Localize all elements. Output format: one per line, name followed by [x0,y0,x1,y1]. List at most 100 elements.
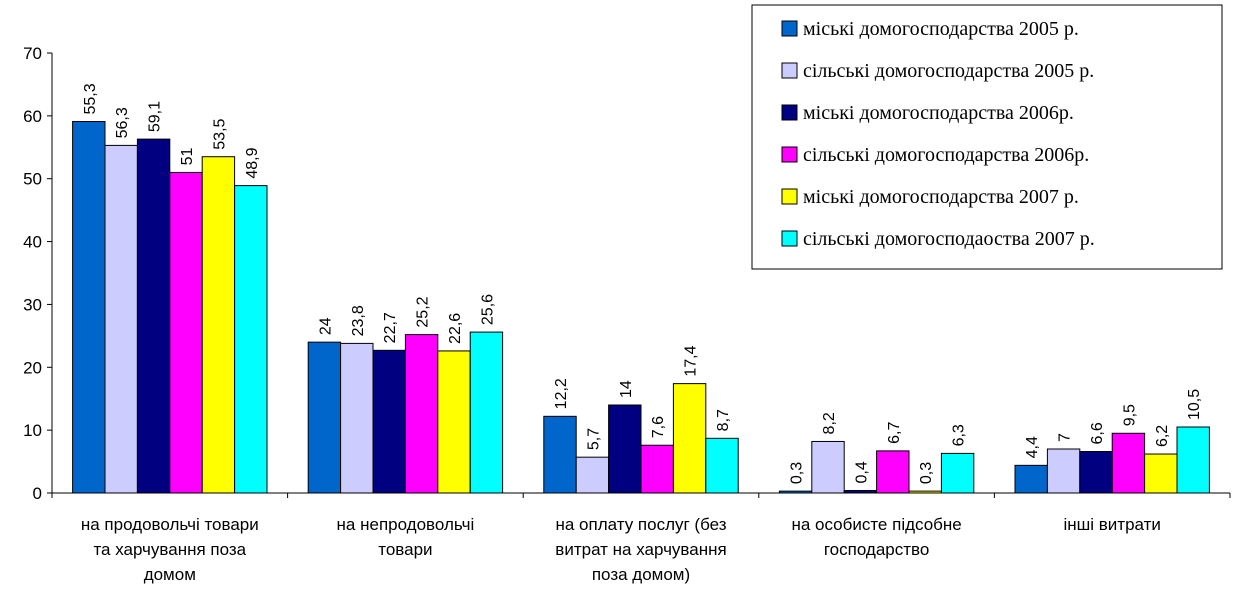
bar [404,334,439,494]
x-category-label: на непродовольчі товари [337,515,475,559]
bar [543,415,577,494]
x-category-label-line: на продовольчі товари [81,515,259,534]
y-tick-label: 40 [23,233,42,252]
x-category-label: на оплату послуг (без витрат на харчуванн… [555,515,726,584]
bar [672,383,707,494]
x-category-label-line: господарство [824,540,929,559]
bar [1046,448,1081,494]
legend-label: сільські домогосподарства 2005 р. [803,60,1094,82]
data-label: 9,5 [1121,404,1138,426]
legend-swatch [781,146,798,163]
bar [307,341,342,494]
bar [876,450,910,494]
legend-label: міські домогосподарства 2005 р. [803,18,1079,40]
data-label: 55,3 [82,83,99,114]
data-label: 53,5 [211,118,228,149]
y-tick-label: 10 [23,421,42,440]
data-label: 25,6 [479,294,496,325]
legend-box [751,4,1223,270]
bar [778,490,813,494]
x-axis: на продовольчі товари та харчування поза д… [51,492,1231,584]
x-category-label-line: домом [144,565,196,584]
x-category-label-line: поза домом) [592,565,690,584]
data-label: 56,3 [114,107,131,138]
x-category-label-line: інші витрати [1063,515,1160,534]
data-label: 12,2 [553,378,570,409]
bars [72,121,1210,494]
data-label: 22,7 [382,312,399,343]
bar [908,490,942,494]
bar [104,144,138,494]
y-tick-label: 50 [23,170,42,189]
legend-label: сільські домогосподарства 2006р. [803,144,1089,166]
bar [811,440,845,494]
y-tick-label: 70 [23,44,42,63]
data-label: 48,9 [244,147,261,178]
y-tick-label: 0 [33,484,42,503]
data-label: 7 [1057,433,1074,442]
bar [640,444,674,494]
bar [72,121,106,494]
data-label: 6,7 [886,422,903,444]
x-category-label-line: та харчування поза [93,540,246,559]
x-category-label-line: витрат на харчування [555,540,726,559]
data-label: 4,4 [1024,436,1041,458]
legend-swatch [781,20,798,37]
data-labels: 55,3 56,3 59,1 51 53,5 48,9 24 23,8 22,7 25,2 22,6… [82,83,1203,484]
bar [437,350,471,494]
y-tick-label: 20 [23,358,42,377]
legend: міські домогосподарства 2005 р. сільські … [751,4,1223,270]
y-tick-label: 30 [23,295,42,314]
legend-swatch [781,230,798,247]
data-label: 7,6 [650,416,667,438]
x-category-label-line: на особисте підсобне [791,515,961,534]
data-label: 17,4 [683,345,700,376]
x-category-label-line: товари [378,540,432,559]
bar [940,452,975,494]
data-label: 8,7 [715,409,732,431]
data-label: 6,2 [1154,425,1171,447]
bar [1079,451,1113,494]
bar [1014,464,1048,494]
x-category-label: інші витрати [1063,515,1160,534]
bar [705,437,739,494]
bar [469,331,504,494]
legend-label: міські домогосподарства 2006р. [803,102,1074,124]
data-label: 6,3 [951,424,968,446]
bar [1144,453,1178,494]
bar [234,185,268,494]
bar [608,404,642,494]
data-label: 10,5 [1186,389,1203,420]
data-label: 25,2 [415,296,432,327]
data-label: 51 [179,148,196,166]
data-label: 0,3 [789,462,806,484]
data-label: 23,8 [350,305,367,336]
data-label: 0,3 [918,462,935,484]
legend-swatch [781,188,798,205]
data-label: 14 [618,380,635,398]
data-label: 6,6 [1089,422,1106,444]
data-label: 24 [317,317,334,335]
legend-swatch [781,62,798,79]
bar [201,156,236,494]
bar [575,456,610,494]
legend-label: сільські домогосподаоства 2007 р. [803,228,1095,250]
data-label: 8,2 [821,412,838,434]
x-category-label: на особисте підсобне господарство [791,515,961,559]
data-label: 0,4 [853,461,870,483]
bar [136,138,171,494]
bar [340,342,374,494]
data-label: 5,7 [585,428,602,450]
x-category-label-line: на оплату послуг (без [555,515,726,534]
legend-swatch [781,104,798,121]
y-tick-label: 60 [23,107,42,126]
bar [169,171,203,494]
legend-label: міські домогосподарства 2007 р. [803,186,1079,208]
bar [1111,432,1146,494]
data-label: 59,1 [147,101,164,132]
x-category-label-line: на непродовольчі [337,515,475,534]
bar [1176,426,1210,494]
y-axis: 0 10 20 30 40 50 60 70 [23,44,53,503]
x-category-label: на продовольчі товари та харчування поза д… [81,515,259,584]
